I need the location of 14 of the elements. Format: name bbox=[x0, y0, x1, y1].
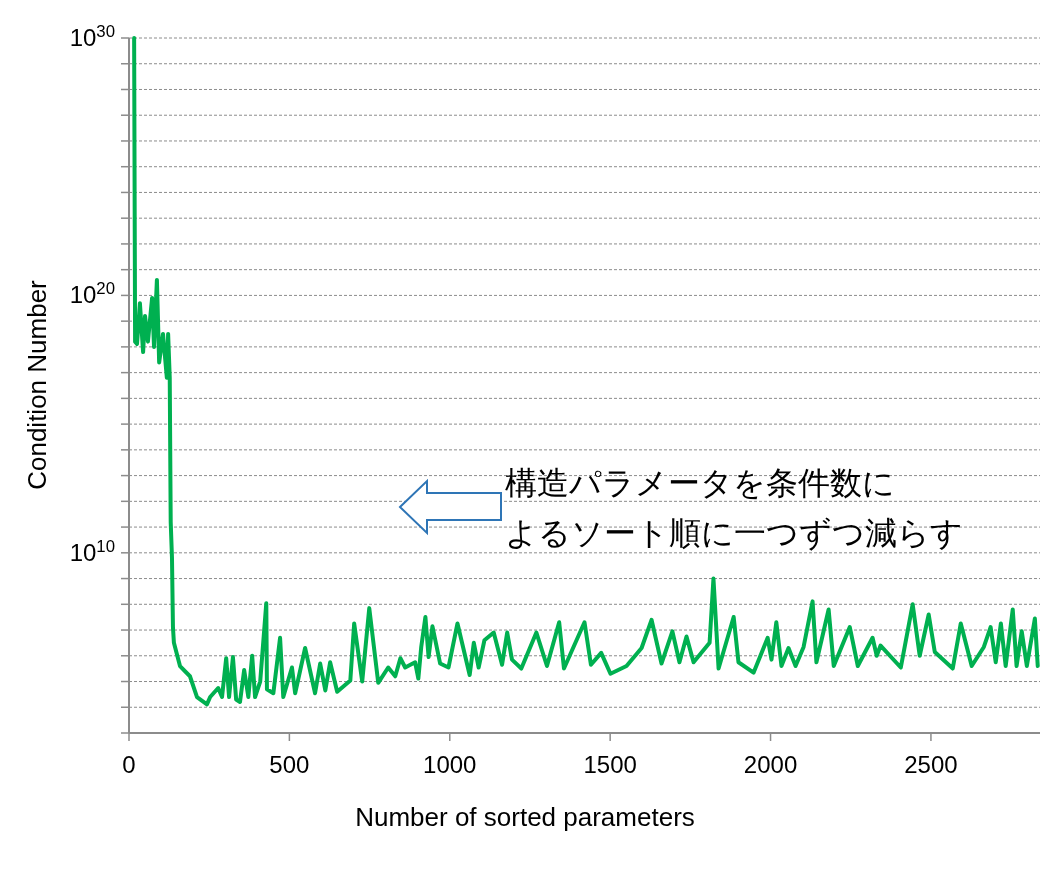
x-tick-label: 500 bbox=[269, 751, 310, 778]
annotation: 構造パラメータを条件数に bbox=[505, 464, 895, 502]
line-series bbox=[132, 36, 1040, 707]
x-tick-label: 0 bbox=[122, 751, 136, 778]
y-tick-label: 10$^{30}$ bbox=[69, 21, 115, 51]
y-axis-title: Condition Number bbox=[22, 279, 52, 490]
x-tick-label: 1000 bbox=[423, 751, 477, 778]
y-tick-label: 10$^{10}$ bbox=[69, 536, 115, 566]
x-tick-label: 2000 bbox=[743, 751, 798, 778]
x-tick-label: 1500 bbox=[583, 751, 637, 778]
y-tick-label: 10$^{20}$ bbox=[69, 278, 115, 309]
annotation: よるソート順に一つずつ減らす bbox=[505, 514, 963, 552]
x-tick-label: 2500 bbox=[904, 751, 958, 778]
x-axis-title: Number of sorted parameters bbox=[355, 802, 695, 832]
